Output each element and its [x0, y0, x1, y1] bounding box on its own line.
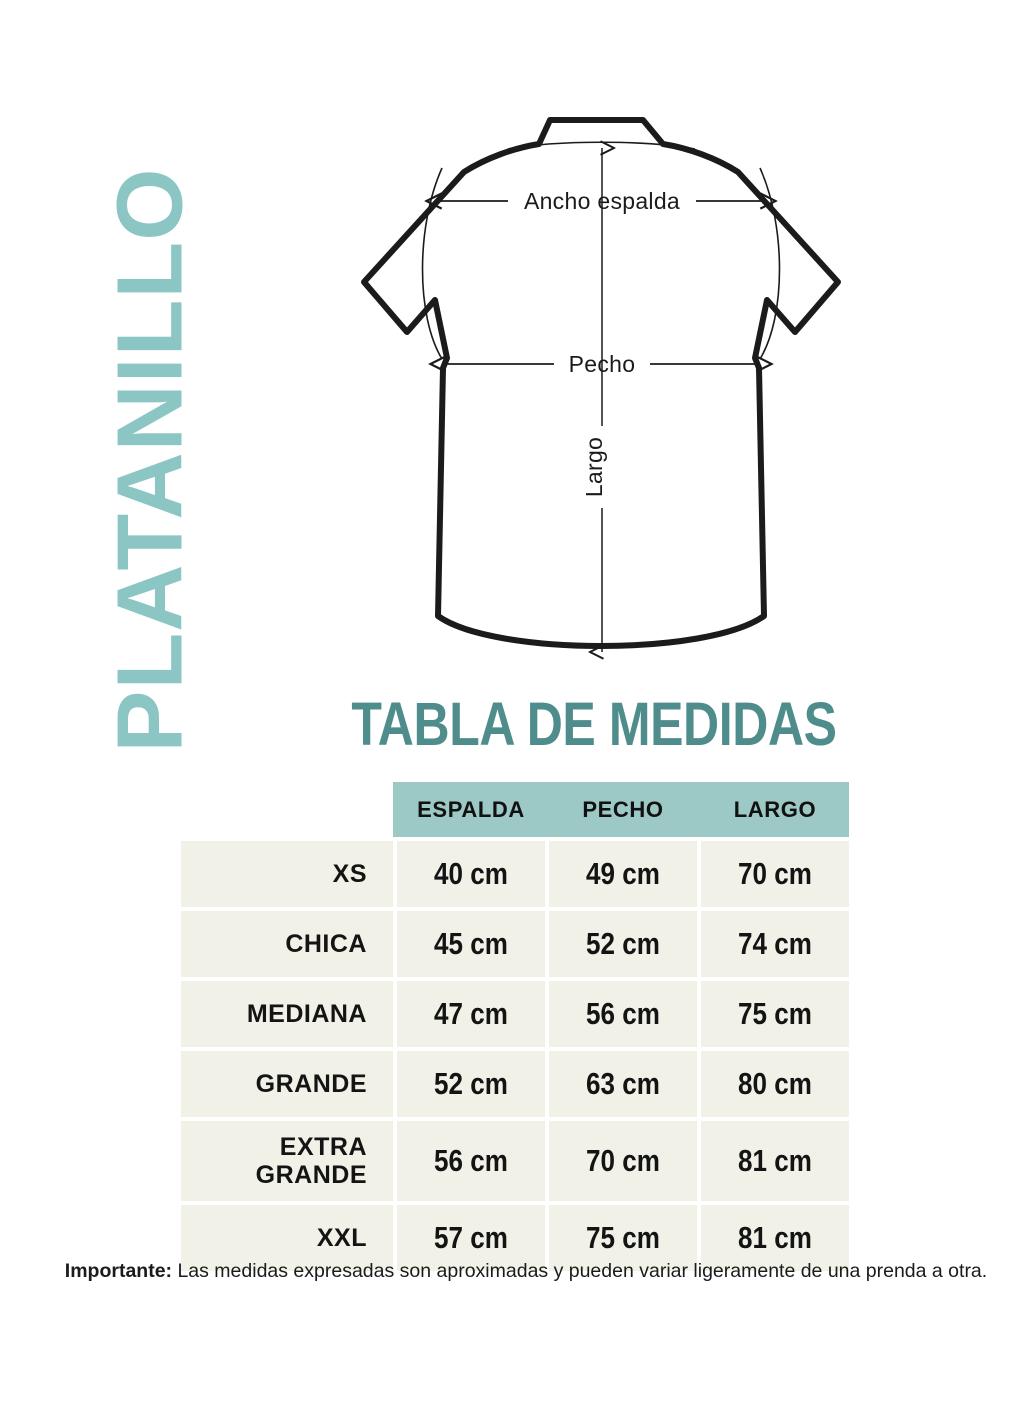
table-row: XXL 57 cm 75 cm 81 cm [181, 1205, 849, 1271]
value-espalda: 47 cm [397, 981, 545, 1047]
value-pecho: 70 cm [549, 1121, 697, 1201]
value-espalda: 45 cm [397, 911, 545, 977]
value-largo: 75 cm [701, 981, 849, 1047]
value-espalda: 57 cm [397, 1205, 545, 1271]
brand-name: PLATANILLO [97, 167, 202, 753]
header-spacer-cell [181, 782, 393, 837]
value-largo: 70 cm [701, 841, 849, 907]
size-name: MEDIANA [181, 981, 393, 1047]
size-chart-table: ESPALDA PECHO LARGO XS 40 cm 49 cm 70 cm… [181, 782, 849, 1271]
table-row: MEDIANA 47 cm 56 cm 75 cm [181, 981, 849, 1047]
size-name: XS [181, 841, 393, 907]
size-name: GRANDE [181, 1051, 393, 1117]
value-largo: 81 cm [701, 1205, 849, 1271]
value-pecho: 63 cm [549, 1051, 697, 1117]
table-row: EXTRA GRANDE 56 cm 70 cm 81 cm [181, 1121, 849, 1201]
table-header: ESPALDA PECHO LARGO [181, 782, 849, 837]
armhole-seam-left [421, 167, 443, 360]
column-header-largo: LARGO [701, 782, 849, 837]
size-name: CHICA [181, 911, 393, 977]
value-largo: 81 cm [701, 1121, 849, 1201]
size-name: EXTRA GRANDE [181, 1121, 393, 1201]
value-espalda: 52 cm [397, 1051, 545, 1117]
length-label: Largo [581, 437, 607, 497]
value-pecho: 75 cm [549, 1205, 697, 1271]
table-row: CHICA 45 cm 52 cm 74 cm [181, 911, 849, 977]
column-header-espalda: ESPALDA [397, 782, 545, 837]
value-pecho: 52 cm [549, 911, 697, 977]
brand-wordmark: PLATANILLO [0, 160, 300, 760]
value-espalda: 56 cm [397, 1121, 545, 1201]
value-pecho: 56 cm [549, 981, 697, 1047]
table-row: GRANDE 52 cm 63 cm 80 cm [181, 1051, 849, 1117]
value-espalda: 40 cm [397, 841, 545, 907]
table-body: XS 40 cm 49 cm 70 cm CHICA 45 cm 52 cm 7… [181, 841, 849, 1271]
value-pecho: 49 cm [549, 841, 697, 907]
footnote-text: Las medidas expresadas son aproximadas y… [172, 1260, 988, 1282]
shirt-diagram: Ancho espalda Pecho Largo [318, 96, 884, 686]
footnote-lead: Importante: [64, 1260, 173, 1282]
size-name: XXL [181, 1205, 393, 1271]
table-row: XS 40 cm 49 cm 70 cm [181, 841, 849, 907]
page-title: TABLA DE MEDIDAS [351, 690, 837, 758]
column-header-pecho: PECHO [549, 782, 697, 837]
value-largo: 80 cm [701, 1051, 849, 1117]
armhole-seam-right [759, 167, 781, 360]
value-largo: 74 cm [701, 911, 849, 977]
footnote: Importante: Las medidas expresadas son a… [0, 1258, 1024, 1284]
